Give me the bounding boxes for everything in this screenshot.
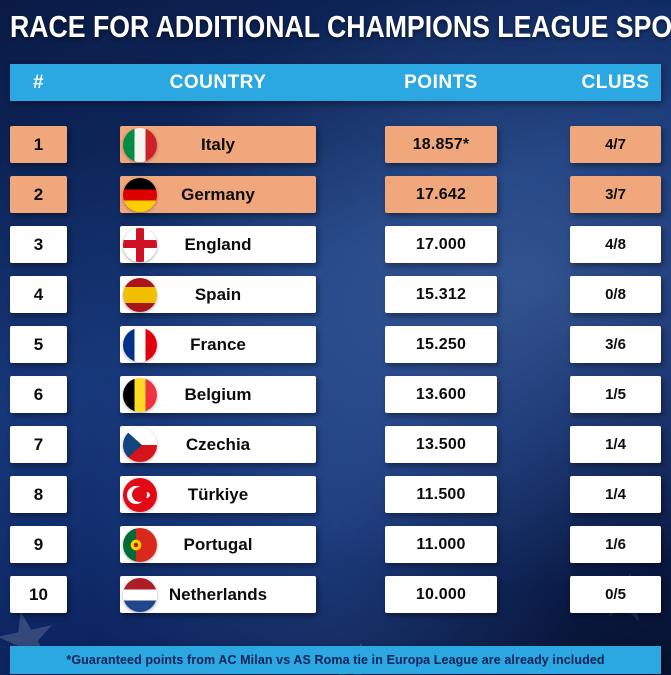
flag-spain-icon [123,277,157,312]
rank-cell: 9 [10,526,67,563]
rank-cell: 10 [10,576,67,613]
clubs-cell: 3/7 [570,176,661,213]
rank-cell: 7 [10,426,67,463]
points-cell: 18.857* [385,126,497,163]
country-cell: Belgium [120,376,316,413]
table-row-turkiye: 8 Türkiye 11.500 1/4 [10,476,661,513]
country-name: Türkiye [187,484,249,504]
points-cell: 11.000 [385,526,497,563]
rank-cell: 2 [10,176,67,213]
footnote-bar: *Guaranteed points from AC Milan vs AS R… [10,646,661,674]
country-cell: Germany [120,176,316,213]
country-name: Spain [194,284,242,304]
clubs-cell: 1/4 [570,426,661,463]
country-cell: Spain [120,276,316,313]
country-name: Czechia [185,434,251,454]
table-row-belgium: 6 Belgium 13.600 1/5 [10,376,661,413]
page-title: RACE FOR ADDITIONAL CHAMPIONS LEAGUE SPO… [10,9,671,44]
rank-cell: 4 [10,276,67,313]
table-row-germany: 2 Germany 17.642 3/7 [10,176,661,213]
rank-cell: 8 [10,476,67,513]
country-cell: Portugal [120,526,316,563]
points-cell: 13.600 [385,376,497,413]
clubs-cell: 1/4 [570,476,661,513]
table-row-italy: 1 Italy 18.857* 4/7 [10,126,661,163]
header-clubs: CLUBS [581,71,650,93]
flag-belgium-icon [123,377,157,412]
flag-turkiye-icon [123,477,157,512]
country-name: France [190,334,246,354]
country-cell: France [120,326,316,363]
flag-czechia-icon [123,427,157,462]
rank-cell: 6 [10,376,67,413]
table-row-netherlands: 10 Netherlands 10.000 0/5 [10,576,661,613]
points-cell: 13.500 [385,426,497,463]
clubs-cell: 3/6 [570,326,661,363]
flag-germany-icon [123,177,157,212]
header-country: COUNTRY [169,71,267,93]
country-cell: Czechia [120,426,316,463]
rank-cell: 5 [10,326,67,363]
flag-netherlands-icon [123,577,157,612]
clubs-cell: 1/6 [570,526,661,563]
points-cell: 10.000 [385,576,497,613]
clubs-cell: 4/7 [570,126,661,163]
flag-england-icon [123,227,157,262]
points-cell: 11.500 [385,476,497,513]
points-cell: 15.312 [385,276,497,313]
flag-portugal-icon [123,527,157,562]
points-cell: 17.000 [385,226,497,263]
country-name: Germany [181,184,255,204]
flag-italy-icon [123,127,157,162]
table-body: 1 Italy 18.857* 4/7 2 Germany 17.642 3/7… [10,126,661,626]
clubs-cell: 0/8 [570,276,661,313]
clubs-cell: 1/5 [570,376,661,413]
table-row-france: 5 France 15.250 3/6 [10,326,661,363]
table-row-spain: 4 Spain 15.312 0/8 [10,276,661,313]
clubs-cell: 0/5 [570,576,661,613]
country-cell: Türkiye [120,476,316,513]
table-header-row: # COUNTRY POINTS CLUBS [10,64,661,101]
country-cell: England [120,226,316,263]
country-cell: Italy [120,126,316,163]
country-name: Netherlands [168,584,268,604]
table-row-portugal: 9 Portugal 11.000 1/6 [10,526,661,563]
country-name: England [184,234,252,254]
points-cell: 15.250 [385,326,497,363]
flag-france-icon [123,327,157,362]
rank-cell: 1 [10,126,67,163]
points-cell: 17.642 [385,176,497,213]
header-rank: # [32,71,45,93]
country-name: Belgium [184,384,252,404]
country-cell: Netherlands [120,576,316,613]
table-row-czechia: 7 Czechia 13.500 1/4 [10,426,661,463]
table-row-england: 3 England 17.000 4/8 [10,226,661,263]
country-name: Portugal [183,534,253,554]
rank-cell: 3 [10,226,67,263]
country-name: Italy [200,134,236,154]
header-points: POINTS [404,71,478,93]
clubs-cell: 4/8 [570,226,661,263]
